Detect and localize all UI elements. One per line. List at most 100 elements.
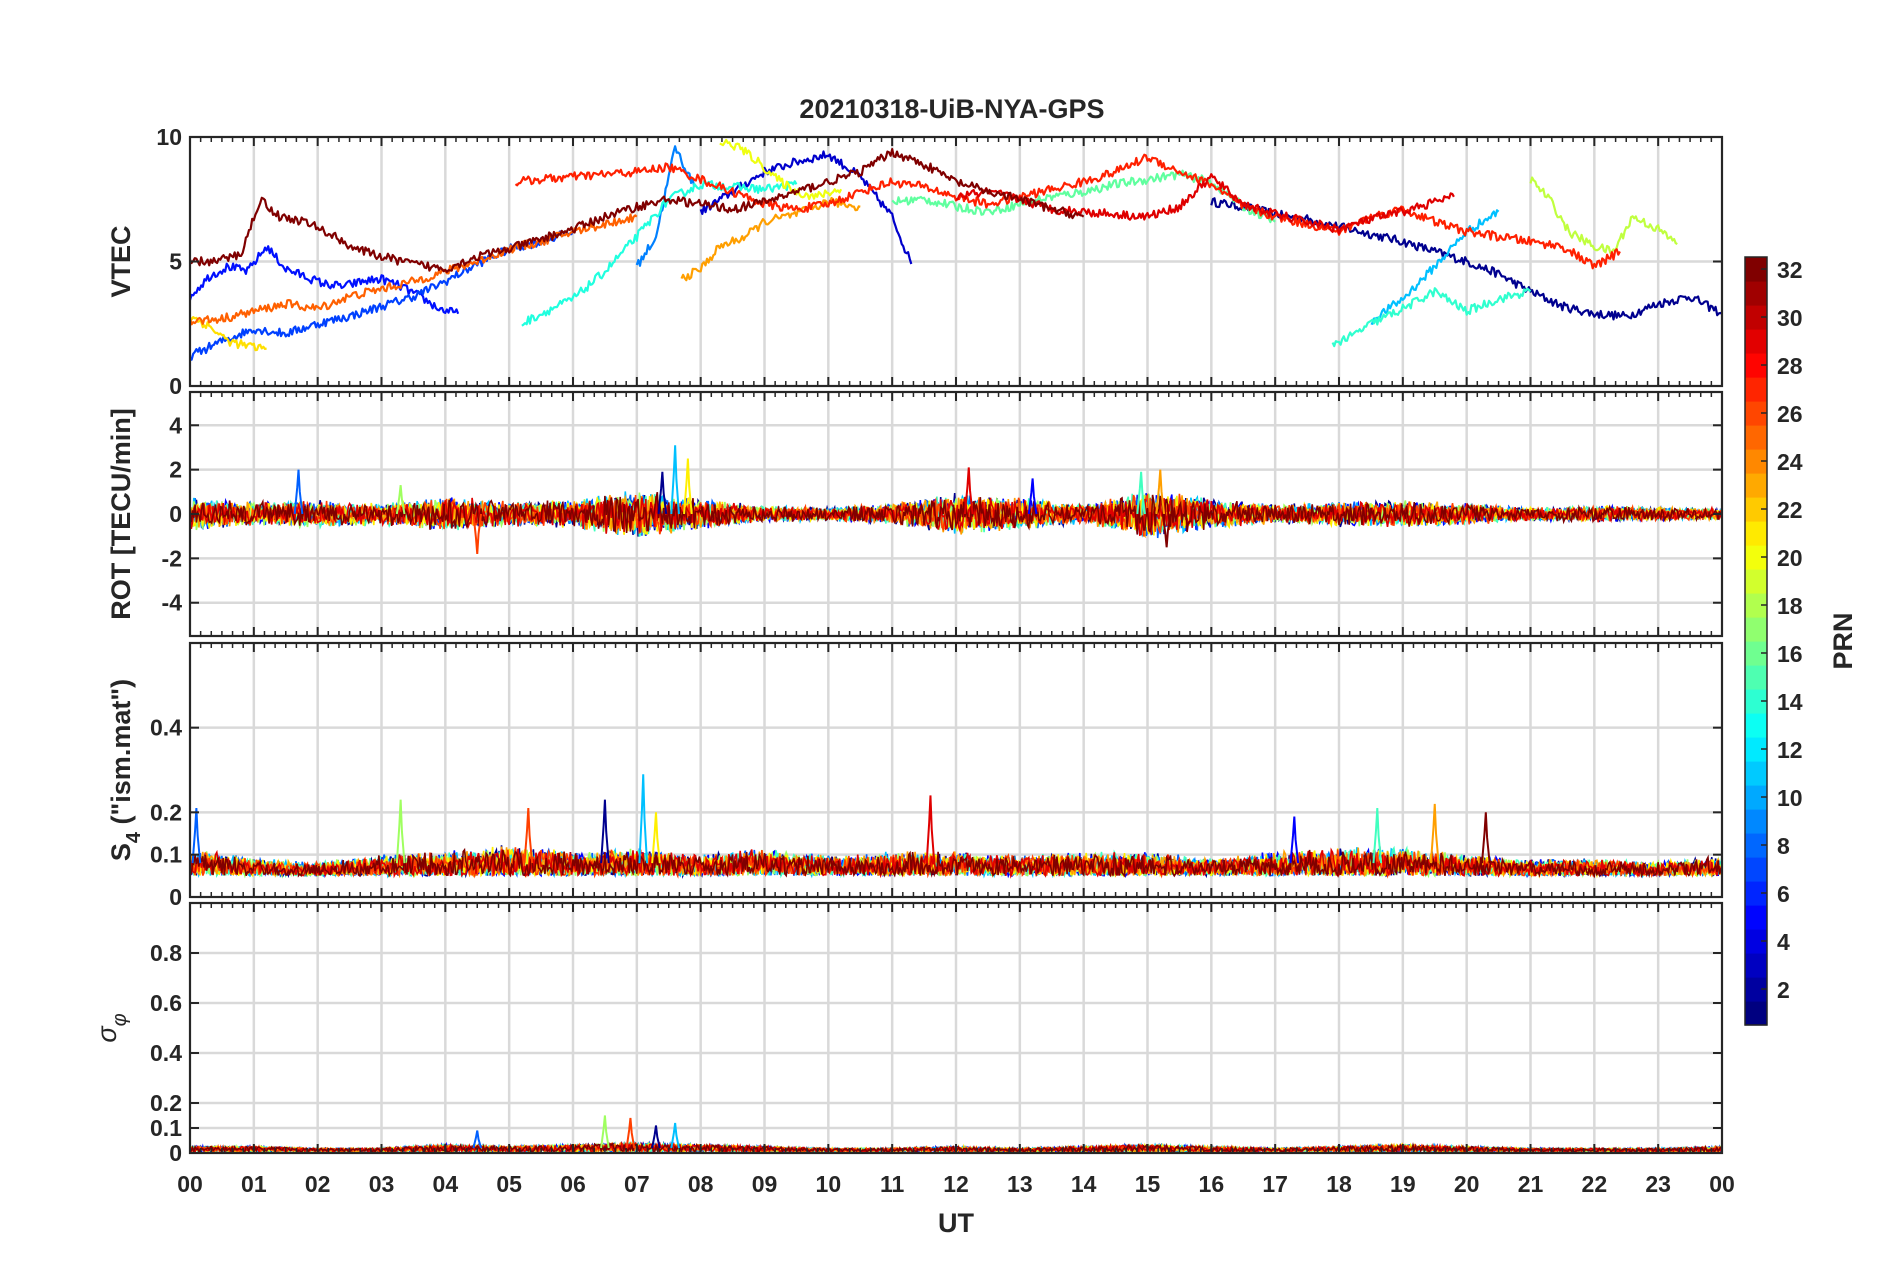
spike-s4-10 bbox=[1480, 812, 1491, 864]
x-tick-label: 20 bbox=[1454, 1171, 1480, 1197]
series-line-prn-13 bbox=[1370, 209, 1500, 325]
chart-title: 20210318-UiB-NYA-GPS bbox=[799, 94, 1104, 124]
axes-box-vtec bbox=[188, 135, 1724, 388]
series-line-prn-15 bbox=[1331, 287, 1532, 348]
y-tick-label-sigma-phi: 0.1 bbox=[150, 1115, 182, 1141]
x-tick-label: 16 bbox=[1199, 1171, 1225, 1197]
colorbar-segment bbox=[1745, 665, 1767, 690]
y-tick-label-rot: 0 bbox=[169, 501, 182, 527]
series-line-prn-10 bbox=[635, 145, 696, 267]
series-line-prn-5 bbox=[190, 245, 460, 315]
spike-rot-10 bbox=[1161, 513, 1172, 548]
spike-rot-4 bbox=[670, 445, 680, 515]
colorbar-segment bbox=[1745, 737, 1767, 762]
x-tick-label: 01 bbox=[241, 1171, 267, 1197]
y-tick-label-vtec: 5 bbox=[169, 249, 182, 275]
colorbar-segment bbox=[1745, 617, 1767, 642]
y-tick-label-rot: -2 bbox=[162, 545, 182, 571]
x-tick-label: 08 bbox=[688, 1171, 714, 1197]
y-tick-label-s4: 0 bbox=[169, 884, 182, 910]
spike-s4-6 bbox=[925, 795, 936, 864]
colorbar-segment bbox=[1745, 329, 1767, 354]
series-group-vtec bbox=[190, 138, 1722, 361]
series-group-s4 bbox=[190, 774, 1722, 879]
series-line-s4-10 bbox=[190, 847, 1722, 879]
spike-rot-2 bbox=[472, 513, 483, 555]
y-axis-label-sigma-phi: σφ bbox=[92, 1013, 131, 1042]
series-line-prn-19 bbox=[1529, 176, 1678, 254]
colorbar-segment bbox=[1745, 953, 1767, 978]
colorbar-tick-label: 8 bbox=[1777, 833, 1790, 859]
colorbar-segment bbox=[1745, 473, 1767, 498]
colorbar-tick-label: 18 bbox=[1777, 593, 1803, 619]
x-axis-label: UT bbox=[938, 1208, 974, 1238]
axes-box-s4 bbox=[188, 641, 1724, 899]
series-line-prn-25 bbox=[190, 213, 638, 326]
x-tick-label: 15 bbox=[1135, 1171, 1161, 1197]
x-tick-label: 19 bbox=[1390, 1171, 1416, 1197]
spike-rot-1 bbox=[395, 485, 406, 515]
x-tick-label: 07 bbox=[624, 1171, 650, 1197]
colorbar-tick-label: 24 bbox=[1777, 449, 1803, 475]
y-tick-label-sigma-phi: 0.6 bbox=[150, 990, 182, 1016]
y-axis-label-rot: ROT [TECU/min] bbox=[106, 408, 136, 619]
panel-vtec: 0 5 10 VTEC bbox=[106, 124, 1724, 399]
x-tick-label: 21 bbox=[1518, 1171, 1544, 1197]
colorbar-segment bbox=[1745, 521, 1767, 546]
series-line-rot-8 bbox=[190, 493, 1722, 537]
y-tick-label-rot: 2 bbox=[169, 457, 182, 483]
colorbar-tick-label: 32 bbox=[1777, 257, 1803, 283]
spike-rot-5 bbox=[683, 458, 693, 515]
colorbar-segment bbox=[1745, 425, 1767, 450]
spike-s4-9 bbox=[1429, 803, 1440, 864]
spike-sigma-phi-1 bbox=[600, 1115, 610, 1149]
colorbar-tick-label: 16 bbox=[1777, 641, 1803, 667]
colorbar-tick-label: 30 bbox=[1777, 305, 1803, 331]
colorbar-segment bbox=[1745, 449, 1767, 474]
spike-rot-9 bbox=[1155, 469, 1166, 515]
colorbar-segment bbox=[1745, 377, 1767, 402]
colorbar-segment bbox=[1745, 785, 1767, 810]
x-tick-label: 06 bbox=[560, 1171, 586, 1197]
spike-sigma-phi-2 bbox=[625, 1117, 636, 1149]
colorbar-segment bbox=[1745, 761, 1767, 786]
spike-s4-1 bbox=[395, 799, 406, 864]
spike-rot-8 bbox=[1136, 471, 1146, 515]
colorbar-segment bbox=[1745, 833, 1767, 858]
spike-rot-6 bbox=[963, 467, 974, 515]
colorbar-segment bbox=[1745, 689, 1767, 714]
series-line-prn-20 bbox=[719, 138, 843, 201]
colorbar-frame bbox=[1744, 256, 1768, 1026]
colorbar-segment bbox=[1745, 809, 1767, 834]
y-tick-label-s4: 0.1 bbox=[150, 842, 182, 868]
x-tick-label: 04 bbox=[433, 1171, 459, 1197]
colorbar-segment bbox=[1745, 353, 1767, 378]
colorbar-segment bbox=[1745, 857, 1767, 882]
colorbar-tick-label: 10 bbox=[1777, 785, 1803, 811]
spike-sigma-phi-3 bbox=[651, 1125, 661, 1149]
y-axis-label-vtec: VTEC bbox=[106, 225, 136, 297]
x-tick-label: 14 bbox=[1071, 1171, 1097, 1197]
colorbar-segment bbox=[1745, 401, 1767, 426]
spike-s4-8 bbox=[1372, 808, 1383, 864]
spike-rot-7 bbox=[1027, 478, 1038, 515]
colorbar-tick-label: 20 bbox=[1777, 545, 1803, 571]
spike-s4-7 bbox=[1289, 816, 1300, 864]
y-tick-label-vtec: 0 bbox=[169, 373, 182, 399]
colorbar-segment bbox=[1745, 881, 1767, 906]
colorbar-segment bbox=[1745, 1001, 1767, 1026]
colorbar-tick-label: 28 bbox=[1777, 353, 1803, 379]
spike-rot-0 bbox=[293, 469, 304, 515]
y-axis-label-s4: S4 ("ism.mat") bbox=[106, 679, 145, 861]
series-line-prn-14 bbox=[521, 180, 798, 327]
colorbar-segment bbox=[1745, 713, 1767, 738]
colorbar-segment bbox=[1745, 569, 1767, 594]
y-tick-label-sigma-phi: 0 bbox=[169, 1140, 182, 1166]
x-tick-label: 00 bbox=[1709, 1171, 1735, 1197]
panel-rot: -4 -2 0 2 4 ROT [TECU/min] bbox=[106, 390, 1724, 638]
colorbar-segment bbox=[1745, 593, 1767, 618]
colorbar-segment bbox=[1745, 641, 1767, 666]
x-tick-label: 05 bbox=[496, 1171, 522, 1197]
